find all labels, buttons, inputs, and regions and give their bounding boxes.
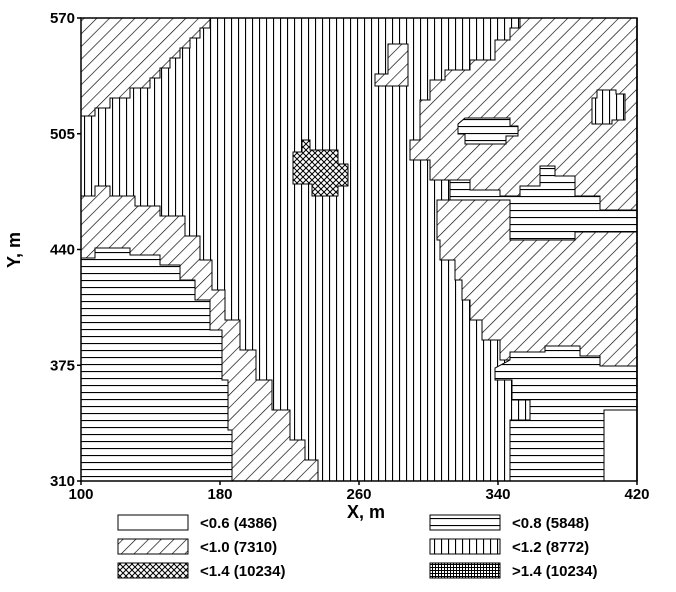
x-tick-label: 340	[485, 486, 510, 503]
x-axis: 100 180 260 340 420	[68, 481, 650, 503]
legend-swatch-vertical	[429, 538, 501, 555]
legend: <0.6 (4386) <0.8 (5848) <1.0 (7310) <1.2 (8…	[117, 514, 597, 580]
region-crosshatch	[292, 139, 349, 197]
legend-label: >1.4 (10234)	[512, 563, 597, 580]
region-diagonal-topleft	[81, 18, 211, 117]
region-blank-bottomright	[603, 409, 637, 481]
legend-label: <1.2 (8772)	[512, 539, 589, 556]
legend-swatch-dense-grid	[429, 562, 501, 579]
y-tick-label: 440	[50, 242, 75, 259]
region-horizontal-left	[81, 247, 233, 481]
legend-item: <0.6 (4386)	[117, 514, 277, 532]
y-tick-label: 375	[50, 357, 75, 374]
map-regions	[81, 18, 637, 481]
region-horizontal-right-bottom	[494, 345, 637, 481]
legend-item: >1.4 (10234)	[429, 562, 597, 580]
y-axis: 310 375 440 505 570	[50, 10, 81, 490]
legend-label: <0.8 (5848)	[512, 515, 589, 532]
y-axis-label: Y, m	[4, 232, 24, 268]
legend-swatch-diagonal	[117, 538, 189, 555]
region-horizontal-patch	[457, 117, 519, 145]
legend-swatch-blank	[117, 514, 189, 531]
x-tick-label: 100	[68, 486, 93, 503]
y-tick-label: 310	[50, 473, 75, 490]
region-diagonal-small	[374, 43, 409, 87]
x-tick-label: 180	[207, 486, 232, 503]
legend-label: <0.6 (4386)	[200, 515, 277, 532]
x-axis-label: X, m	[347, 502, 385, 522]
x-tick-label: 420	[624, 486, 649, 503]
legend-item: <1.2 (8772)	[429, 538, 589, 556]
legend-swatch-crosshatch	[117, 562, 189, 579]
region-vertical-patch	[591, 89, 626, 125]
legend-label: <1.4 (10234)	[200, 563, 285, 580]
region-horizontal-right-mid	[449, 165, 637, 241]
x-tick-label: 260	[346, 486, 371, 503]
y-tick-label: 570	[50, 10, 75, 27]
legend-item: <1.4 (10234)	[117, 562, 285, 580]
y-tick-label: 505	[50, 126, 75, 143]
legend-label: <1.0 (7310)	[200, 539, 277, 556]
legend-item: <0.8 (5848)	[429, 514, 589, 532]
legend-item: <1.0 (7310)	[117, 538, 277, 556]
legend-swatch-horizontal	[429, 514, 501, 531]
